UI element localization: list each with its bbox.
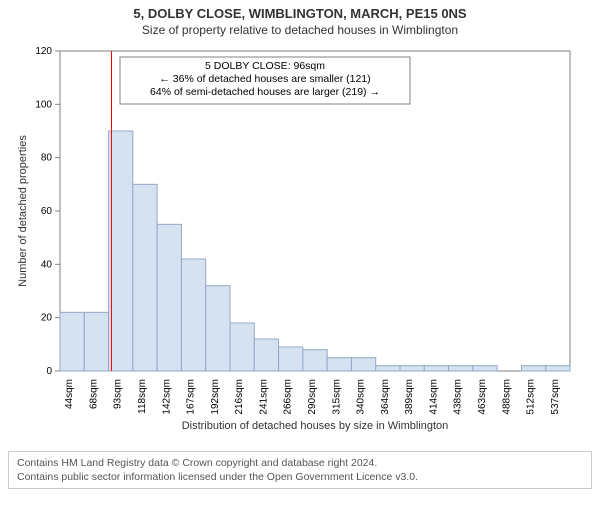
x-tick-label: 241sqm [258,379,269,415]
x-tick-label: 364sqm [380,379,391,415]
x-tick-label: 438sqm [453,379,464,415]
page-subtitle: Size of property relative to detached ho… [0,23,600,37]
page-title: 5, DOLBY CLOSE, WIMBLINGTON, MARCH, PE15… [0,6,600,21]
histogram-bar [157,224,181,371]
histogram-bar [351,358,375,371]
x-axis-label: Distribution of detached houses by size … [182,420,449,432]
y-tick-label: 20 [41,313,53,324]
histogram-bar [109,131,133,371]
x-tick-label: 93sqm [113,379,124,409]
histogram-bar [60,312,84,371]
y-tick-label: 60 [41,206,53,217]
x-tick-label: 142sqm [161,379,172,415]
x-tick-label: 512sqm [526,379,537,415]
histogram-bar [521,366,545,371]
x-tick-label: 44sqm [64,379,75,409]
x-tick-label: 266sqm [283,379,294,415]
x-tick-label: 414sqm [428,379,439,415]
histogram-bar [279,347,303,371]
annotation-line: ← 36% of detached houses are smaller (12… [159,73,370,85]
histogram-bar [206,286,230,371]
histogram-bar [303,350,327,371]
histogram-bar [133,184,157,371]
histogram-bar [400,366,424,371]
x-tick-label: 340sqm [356,379,367,415]
histogram-bar [230,323,254,371]
y-tick-label: 100 [35,99,52,110]
histogram-bar [376,366,400,371]
histogram-bar [254,339,278,371]
y-tick-label: 0 [46,366,52,377]
histogram-bar [473,366,497,371]
histogram-bar [449,366,473,371]
x-tick-label: 192sqm [210,379,221,415]
histogram-bar [327,358,351,371]
y-axis-label: Number of detached properties [17,135,29,287]
y-tick-label: 40 [41,259,53,270]
x-tick-label: 118sqm [137,379,148,414]
histogram-bar [181,259,205,371]
x-tick-label: 68sqm [88,379,99,409]
histogram-bar [546,366,570,371]
footer-line-2: Contains public sector information licen… [17,470,583,484]
attribution-footer: Contains HM Land Registry data © Crown c… [8,451,592,489]
histogram-bar [424,366,448,371]
annotation-line: 64% of semi-detached houses are larger (… [150,86,380,98]
y-tick-label: 120 [35,46,52,57]
histogram-chart: 0 20 40 60 80 100 120 44sqm 68sqm 93sqm 118sqm 142s… [12,43,588,443]
x-tick-label: 488sqm [501,379,512,415]
x-tick-label: 216sqm [234,379,245,415]
x-tick-label: 315sqm [331,379,342,415]
x-tick-label: 167sqm [186,379,197,415]
annotation-line: 5 DOLBY CLOSE: 96sqm [205,60,325,72]
x-tick-label: 290sqm [307,379,318,415]
x-tick-label: 389sqm [404,379,415,415]
chart-container: 0 20 40 60 80 100 120 44sqm 68sqm 93sqm 118sqm 142s… [12,43,588,443]
y-tick-label: 80 [41,153,53,164]
x-tick-label: 537sqm [550,379,561,415]
footer-line-1: Contains HM Land Registry data © Crown c… [17,456,583,470]
histogram-bar [84,312,108,371]
x-tick-label: 463sqm [477,379,488,415]
